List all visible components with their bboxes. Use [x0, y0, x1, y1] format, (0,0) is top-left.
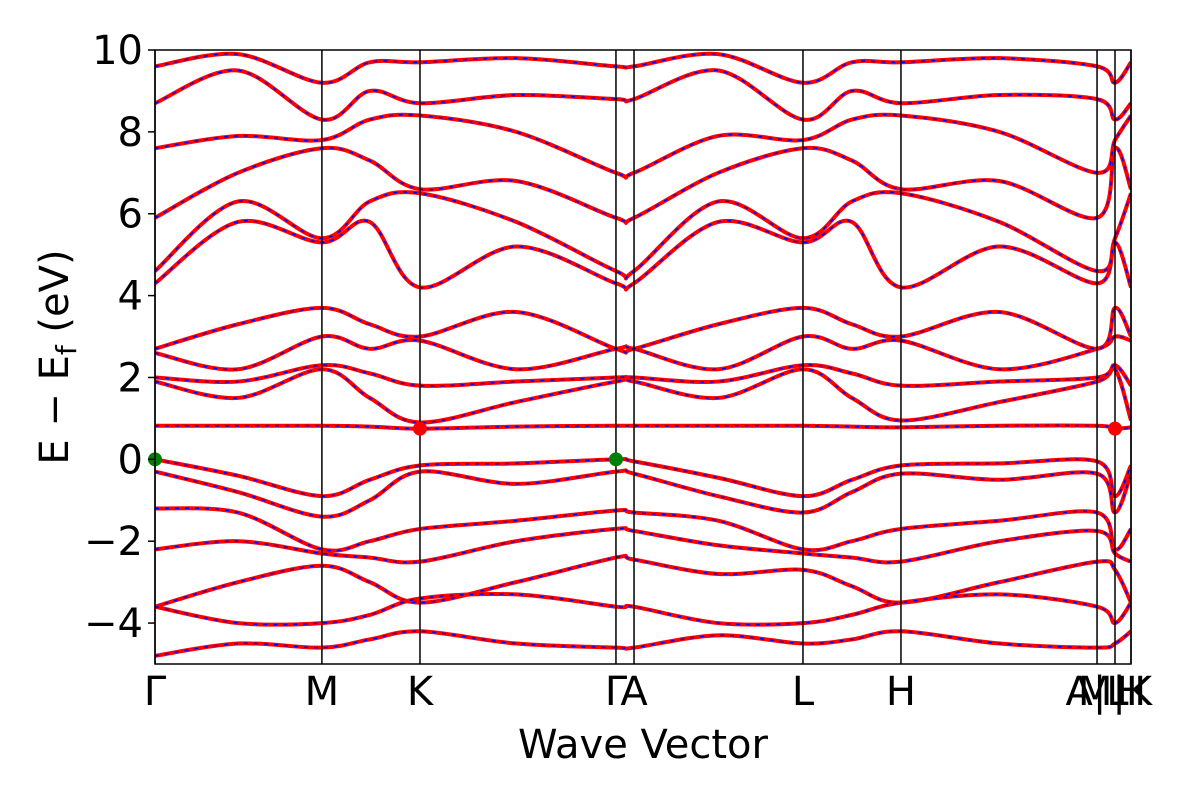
band-line-dashed	[155, 147, 1131, 224]
band-line-dashed	[155, 630, 1131, 657]
band-line	[155, 334, 1131, 372]
band-line-dashed	[155, 364, 1131, 387]
x-tick-label: H	[886, 669, 916, 715]
y-tick-label: 10	[92, 28, 143, 74]
band-line	[155, 506, 1131, 553]
x-tick-label: H	[1116, 669, 1146, 715]
extremum-point	[1107, 421, 1122, 436]
x-tick-label: Γ	[605, 669, 628, 715]
band-line-dashed	[155, 469, 1131, 518]
band-line	[155, 526, 1131, 565]
band-line-dashed	[155, 52, 1131, 84]
y-axis-label: E − Ef (eV)	[32, 249, 83, 464]
band-line	[155, 305, 1131, 355]
extremum-point	[412, 421, 427, 436]
x-tick-label: M	[305, 669, 340, 715]
y-tick-label: −4	[84, 601, 143, 647]
band-line-dashed	[155, 191, 1131, 280]
x-tick-label: Γ	[144, 669, 167, 715]
y-label-main: E − E	[32, 355, 78, 465]
y-label-unit: (eV)	[32, 249, 78, 345]
y-tick-label: 8	[118, 110, 143, 156]
extremum-point	[608, 452, 623, 467]
x-tick-label: K	[407, 669, 435, 715]
plot-area	[155, 51, 1131, 658]
x-axis-label: Wave Vector	[518, 722, 769, 768]
y-tick-label: 6	[118, 192, 143, 238]
band-line-dashed	[155, 113, 1131, 179]
band-line-dashed	[155, 593, 1131, 626]
y-tick-label: 0	[118, 437, 143, 483]
y-tick-label: 2	[118, 355, 143, 401]
band-line	[155, 365, 1131, 425]
x-tick-label: L	[792, 669, 815, 715]
y-label-subscript: f	[50, 344, 83, 355]
y-tick-label: −2	[84, 519, 143, 565]
band-line	[155, 423, 1131, 431]
x-tick-label: M|K	[1078, 669, 1154, 715]
band-line	[155, 457, 1131, 499]
band-line	[155, 218, 1131, 292]
band-line-dashed	[155, 69, 1131, 121]
y-tick-label: 4	[118, 274, 143, 320]
plot-frame	[154, 49, 1132, 665]
x-tick-label: A|L	[1065, 669, 1129, 715]
band-line-dashed	[155, 555, 1131, 608]
x-tick-label: A	[620, 669, 648, 715]
